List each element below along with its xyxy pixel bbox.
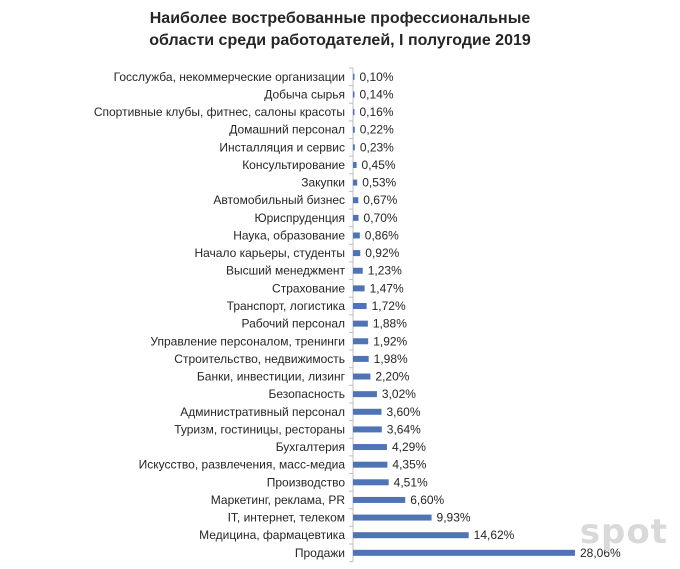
chart-title: Наиболее востребованные профессиональные… (0, 8, 680, 52)
category-label: Госслужба, некоммерческие организации (114, 70, 345, 84)
bar (353, 197, 359, 204)
category-label: Административный персонал (180, 405, 345, 419)
bar (353, 267, 363, 274)
bar (353, 408, 382, 415)
value-label: 4,51% (394, 475, 428, 489)
category-label: Страхование (272, 281, 345, 295)
bar (353, 532, 469, 539)
bar (353, 444, 387, 451)
bar (353, 109, 355, 116)
bar (353, 91, 355, 98)
bar (353, 391, 377, 398)
bar (353, 250, 361, 257)
value-label: 0,92% (365, 246, 399, 260)
value-label: 2,20% (375, 370, 409, 384)
value-label: 0,16% (360, 105, 394, 119)
value-label: 0,45% (362, 158, 396, 172)
category-label: Инсталляция и сервис (219, 140, 345, 154)
value-label: 0,22% (360, 123, 394, 137)
category-label: Бухгалтерия (276, 440, 345, 454)
category-label: Рабочий персонал (241, 317, 345, 331)
category-label: Производство (267, 475, 346, 489)
bar (353, 549, 575, 556)
value-label: 0,14% (360, 87, 394, 101)
category-label: Транспорт, логистика (227, 299, 346, 313)
category-label: Искусство, развлечения, масс-медиа (139, 458, 346, 472)
bar (353, 232, 360, 239)
category-label: Банки, инвестиции, лизинг (197, 370, 346, 384)
value-label: 0,23% (360, 140, 394, 154)
value-label: 0,10% (360, 70, 394, 84)
bar (353, 461, 388, 468)
bar (353, 496, 406, 503)
value-label: 4,35% (392, 458, 426, 472)
value-label: 14,62% (474, 528, 515, 542)
bar (353, 161, 357, 168)
value-label: 0,70% (364, 211, 398, 225)
bar (353, 214, 359, 221)
category-label: Юриспруденция (254, 211, 345, 225)
category-label: IT, интернет, телеком (228, 511, 345, 525)
category-label: Автомобильный бизнес (213, 193, 345, 207)
bar (353, 285, 365, 292)
bar (353, 479, 389, 486)
category-label: Маркетинг, реклама, PR (211, 493, 346, 507)
bar (353, 73, 355, 80)
value-label: 1,23% (368, 264, 402, 278)
bar (353, 144, 355, 151)
value-label: 3,02% (382, 387, 416, 401)
value-label: 6,60% (410, 493, 444, 507)
bar (353, 373, 371, 380)
bar (353, 179, 358, 186)
value-label: 0,53% (362, 176, 396, 190)
value-label: 1,92% (373, 334, 407, 348)
category-label: Продажи (295, 546, 345, 560)
value-label: 1,72% (372, 299, 406, 313)
category-label: Домашний персонал (229, 123, 345, 137)
category-label: Строительство, недвижимость (174, 352, 345, 366)
chart-title-line-2: области среди работодателей, I полугодие… (149, 32, 531, 49)
bar (353, 303, 367, 310)
category-label: Безопасность (268, 387, 345, 401)
value-label: 4,29% (392, 440, 426, 454)
category-label: Туризм, гостиницы, рестораны (174, 422, 345, 436)
category-label: Медицина, фармацевтика (199, 528, 345, 542)
bar (353, 320, 368, 327)
bar (353, 355, 369, 362)
category-label: Добыча сырья (264, 87, 345, 101)
category-label: Наука, образование (233, 228, 345, 242)
category-label: Управление персоналом, тренинги (150, 334, 345, 348)
bar (353, 126, 355, 133)
category-label: Начало карьеры, студенты (194, 246, 345, 260)
value-label: 3,64% (387, 422, 421, 436)
bar (353, 426, 382, 433)
chart-title-line-1: Наиболее востребованные профессиональные (149, 10, 531, 27)
value-label: 0,67% (363, 193, 397, 207)
bar (353, 338, 369, 345)
category-label: Закупки (301, 176, 345, 190)
value-label: 3,60% (386, 405, 420, 419)
value-label: 1,98% (374, 352, 408, 366)
category-label: Спортивные клубы, фитнес, салоны красоты (94, 105, 345, 119)
value-label: 0,86% (365, 228, 399, 242)
value-label: 1,47% (370, 281, 404, 295)
spot-watermark: spot (579, 512, 668, 552)
category-label: Консультирование (242, 158, 345, 172)
category-label: Высший менеджмент (226, 264, 346, 278)
value-label: 9,93% (437, 511, 471, 525)
value-label: 28,06% (580, 546, 621, 560)
value-label: 1,88% (373, 317, 407, 331)
bar (353, 514, 432, 521)
